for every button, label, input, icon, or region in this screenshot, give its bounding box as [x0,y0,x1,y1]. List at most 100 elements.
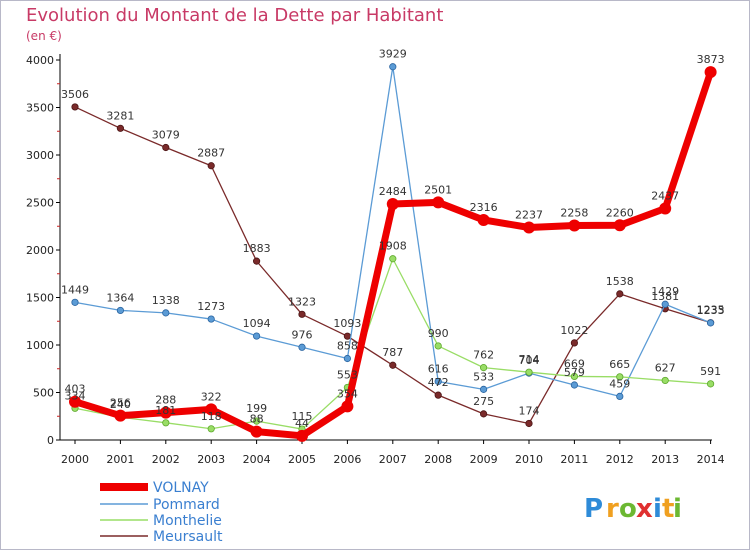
logo-letter: o [619,494,637,524]
data-point-monthelie [162,419,170,427]
x-tick-label: 2009 [470,453,498,466]
data-point-volnay [250,425,263,438]
data-label-pommard: 616 [428,362,449,375]
data-point-meursault [389,361,397,369]
data-label-volnay: 403 [65,383,86,396]
data-label-pommard: 1364 [106,291,134,304]
x-tick-label: 2003 [197,453,225,466]
data-label-monthelie: 240 [110,398,131,411]
y-tick-label: 1000 [26,339,54,352]
data-label-meursault: 174 [519,404,540,417]
data-label-monthelie: 669 [564,357,585,370]
data-label-monthelie: 181 [155,404,176,417]
x-tick-label: 2001 [106,453,134,466]
series-volnay [69,66,717,442]
y-tick-label: 2000 [26,244,54,257]
data-point-volnay [386,198,399,211]
data-point-volnay [205,403,218,416]
data-point-volnay [341,400,354,413]
data-point-monthelie [434,342,442,350]
data-point-pommard [253,332,261,340]
data-point-monthelie [479,364,488,372]
legend-label: Meursault [153,529,223,545]
data-point-monthelie [207,425,215,433]
legend-item-monthelie: Monthelie [100,513,222,529]
legend-label: Pommard [153,497,220,513]
series-pommard [71,63,715,400]
data-point-meursault [253,257,261,265]
data-point-monthelie [389,255,397,263]
data-label-monthelie: 990 [428,327,449,340]
logo-letter: t [662,494,674,524]
data-point-meursault [525,419,533,428]
data-label-meursault: 472 [428,376,449,389]
data-label-pommard: 579 [564,366,585,379]
y-tick-label: 0 [47,434,54,447]
x-tick-label: 2008 [424,453,452,466]
data-label-monthelie: 199 [246,402,267,415]
logo-letter: x [636,494,653,524]
x-tick-label: 2012 [606,453,634,466]
legend-label: Monthelie [153,513,222,529]
logo-letter: i [653,494,662,524]
data-label-meursault: 3506 [61,88,89,101]
data-label-meursault: 1883 [243,242,271,255]
data-point-meursault [616,290,624,298]
data-label-pommard: 976 [292,328,313,341]
data-point-volnay [704,66,717,79]
data-point-meursault [162,143,170,152]
data-point-volnay [477,213,490,226]
data-label-volnay: 322 [201,390,222,403]
data-label-volnay: 2484 [379,185,407,198]
data-label-monthelie: 665 [609,358,630,371]
x-tick-label: 2007 [379,453,407,466]
series-line-meursault [74,106,712,425]
data-point-meursault [116,124,125,132]
y-tick-label: 4000 [26,54,54,67]
data-label-volnay: 2437 [651,189,679,202]
data-label-monthelie: 762 [473,349,494,362]
x-tick-label: 2013 [651,453,679,466]
data-label-pommard: 704 [519,354,540,367]
data-label-meursault: 1538 [606,275,634,288]
data-point-monthelie [253,417,261,425]
data-label-meursault: 1022 [560,324,588,337]
data-label-volnay: 2316 [470,201,498,214]
legend-item-pommard: Pommard [100,497,220,513]
data-point-pommard [389,63,397,71]
data-point-monthelie [570,372,579,381]
x-tick-label: 2010 [515,453,543,466]
data-point-pommard [661,300,669,308]
data-point-monthelie [525,368,533,376]
x-tick-label: 2004 [243,453,271,466]
data-point-volnay [69,395,81,408]
data-point-pommard [706,319,715,327]
data-label-pommard: 1449 [61,283,89,296]
data-label-monthelie: 714 [519,353,540,366]
data-point-meursault [479,410,488,418]
data-label-pommard: 1338 [152,294,180,307]
data-point-meursault [298,310,306,318]
x-tick-label: 2000 [61,453,89,466]
data-label-monthelie: 118 [201,410,222,423]
logo-letter: P [584,494,603,524]
data-point-pommard [162,309,170,317]
y-tick-label: 500 [33,387,54,400]
data-label-volnay: 2501 [424,183,452,196]
legend-item-volnay: VOLNAY [100,480,209,496]
data-label-monthelie: 553 [337,368,358,381]
data-label-monthelie: 334 [65,389,86,402]
data-point-volnay [159,406,172,419]
data-label-meursault: 1235 [697,304,725,317]
data-label-meursault: 1093 [333,317,361,330]
data-point-volnay [114,409,127,422]
data-label-volnay: 2258 [560,206,588,219]
data-label-meursault: 1323 [288,295,316,308]
data-label-volnay: 2237 [515,208,543,221]
x-tick-label: 2006 [333,453,361,466]
data-label-meursault: 275 [473,395,494,408]
data-label-meursault: 1381 [651,290,679,303]
data-label-volnay: 354 [337,387,358,400]
data-point-pommard [71,298,79,306]
